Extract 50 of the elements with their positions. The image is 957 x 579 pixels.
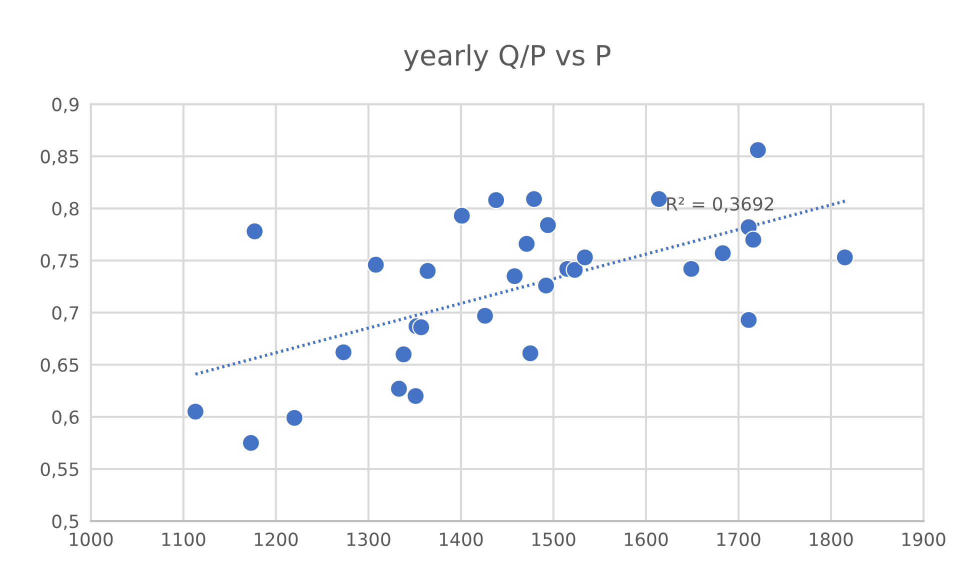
x-tick-label: 1100 <box>162 532 206 546</box>
point <box>487 191 506 210</box>
x-tick-label: 1200 <box>254 532 298 546</box>
point <box>682 260 700 278</box>
y-tick-label: 0,65 <box>40 358 78 374</box>
point <box>518 234 536 253</box>
point <box>744 230 762 249</box>
point <box>242 434 260 452</box>
point <box>394 345 413 364</box>
chart-title: yearly Q/P vs P <box>404 44 610 72</box>
point <box>418 262 437 280</box>
point <box>836 248 854 266</box>
y-tick-label: 0,75 <box>40 254 78 270</box>
point <box>406 386 425 406</box>
point <box>538 216 557 234</box>
point <box>714 244 732 262</box>
point <box>576 248 594 266</box>
y-tick-label: 0,5 <box>52 514 78 530</box>
point <box>412 318 430 336</box>
x-tick-label: 1700 <box>717 532 760 546</box>
point <box>537 276 556 295</box>
point <box>566 260 584 279</box>
point <box>285 408 304 427</box>
point <box>186 402 205 421</box>
annotation: R² = 0,3692 <box>667 197 774 213</box>
point <box>748 141 767 160</box>
point <box>650 190 668 208</box>
point <box>521 344 540 362</box>
point <box>476 306 494 325</box>
x-tick-label: 1000 <box>70 532 113 546</box>
point <box>390 380 408 398</box>
point <box>506 267 524 286</box>
point <box>334 343 353 362</box>
point <box>366 256 385 274</box>
point <box>524 190 544 208</box>
y-tick-label: 0,8 <box>52 202 79 218</box>
x-tick-label: 1800 <box>810 532 853 546</box>
y-tick-label: 0,55 <box>40 462 78 478</box>
y-tick-label: 0,6 <box>52 410 79 426</box>
x-tick-label: 1400 <box>440 532 483 546</box>
x-tick-label: 1600 <box>624 532 668 546</box>
x-tick-label: 1900 <box>902 532 946 546</box>
x-tick-label: 1500 <box>532 532 576 546</box>
point <box>246 222 264 240</box>
y-tick-label: 0,9 <box>52 98 79 114</box>
y-tick-label: 0,7 <box>52 306 78 322</box>
y-tick-label: 0,85 <box>40 150 78 166</box>
x-tick-label: 1300 <box>347 532 390 546</box>
point <box>740 310 758 330</box>
point <box>452 206 471 225</box>
